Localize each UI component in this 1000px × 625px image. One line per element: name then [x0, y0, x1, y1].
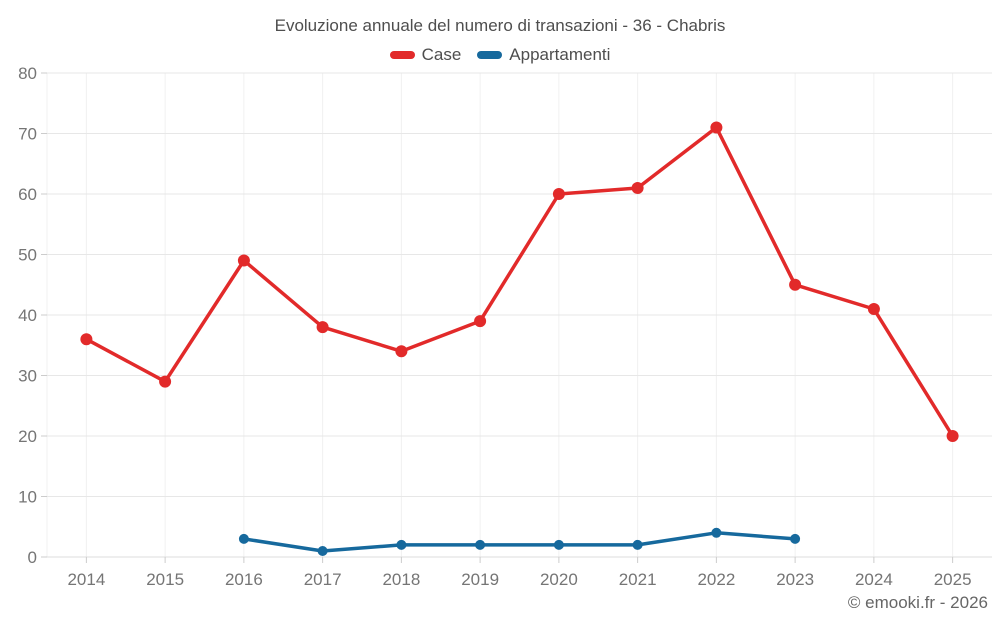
data-point[interactable] — [395, 345, 408, 358]
data-point[interactable] — [159, 375, 172, 388]
legend-item-appartamenti[interactable]: Appartamenti — [477, 45, 610, 65]
x-tick-label: 2017 — [304, 570, 342, 589]
y-tick-label: 60 — [18, 185, 37, 204]
data-point[interactable] — [790, 533, 801, 544]
y-tick-label: 20 — [18, 427, 37, 446]
x-tick-label: 2023 — [776, 570, 814, 589]
legend: Case Appartamenti — [0, 45, 1000, 65]
data-point[interactable] — [396, 539, 407, 550]
x-tick-label: 2016 — [225, 570, 263, 589]
series-line[interactable] — [84, 125, 955, 438]
data-point[interactable] — [474, 315, 487, 328]
data-point[interactable] — [553, 539, 564, 550]
data-point[interactable] — [632, 539, 643, 550]
x-axis-labels: 2014 2015 2016 2017 2018 2019 2020 2021 2022 2023… — [67, 570, 971, 589]
x-tick-label: 2014 — [67, 570, 105, 589]
legend-swatch-icon — [389, 51, 415, 59]
y-tick-label: 30 — [18, 367, 37, 386]
y-tick-label: 50 — [18, 246, 37, 265]
data-point[interactable] — [475, 539, 486, 550]
x-tick-label: 2020 — [540, 570, 578, 589]
y-tick-label: 80 — [18, 64, 37, 83]
data-point[interactable] — [237, 254, 250, 267]
y-tick-label: 0 — [28, 548, 37, 567]
data-point[interactable] — [317, 546, 328, 556]
data-point[interactable] — [631, 182, 644, 194]
copyright: © emooki.fr - 2026 — [847, 593, 988, 612]
data-point[interactable] — [867, 303, 880, 315]
y-tick-label: 40 — [18, 306, 37, 325]
data-point[interactable] — [946, 430, 959, 442]
legend-item-case[interactable]: Case — [389, 45, 462, 65]
legend-swatch-icon — [477, 51, 503, 59]
data-point[interactable] — [316, 321, 329, 334]
grid — [41, 72, 992, 563]
legend-label: Case — [421, 45, 462, 64]
x-tick-label: 2025 — [934, 570, 972, 589]
series-appartamenti — [238, 527, 801, 556]
series-line[interactable] — [242, 531, 797, 553]
x-tick-label: 2021 — [619, 570, 657, 589]
x-tick-label: 2019 — [461, 570, 499, 589]
data-point[interactable] — [789, 278, 802, 291]
data-point[interactable] — [238, 533, 249, 544]
y-tick-label: 10 — [18, 488, 37, 507]
x-tick-label: 2024 — [855, 570, 893, 589]
x-tick-label: 2022 — [697, 570, 735, 589]
x-tick-label: 2015 — [146, 570, 184, 589]
x-tick-label: 2018 — [382, 570, 420, 589]
legend-label: Appartamenti — [509, 45, 611, 64]
data-point[interactable] — [711, 527, 722, 538]
data-point[interactable] — [80, 333, 93, 346]
data-point[interactable] — [552, 188, 565, 200]
y-tick-label: 70 — [18, 125, 37, 144]
data-point[interactable] — [710, 121, 723, 134]
y-axis-labels: 0 10 20 30 40 50 60 70 80 — [18, 64, 37, 567]
series-case — [80, 121, 959, 442]
chart-title: Evoluzione annuale del numero di transaz… — [274, 16, 726, 35]
